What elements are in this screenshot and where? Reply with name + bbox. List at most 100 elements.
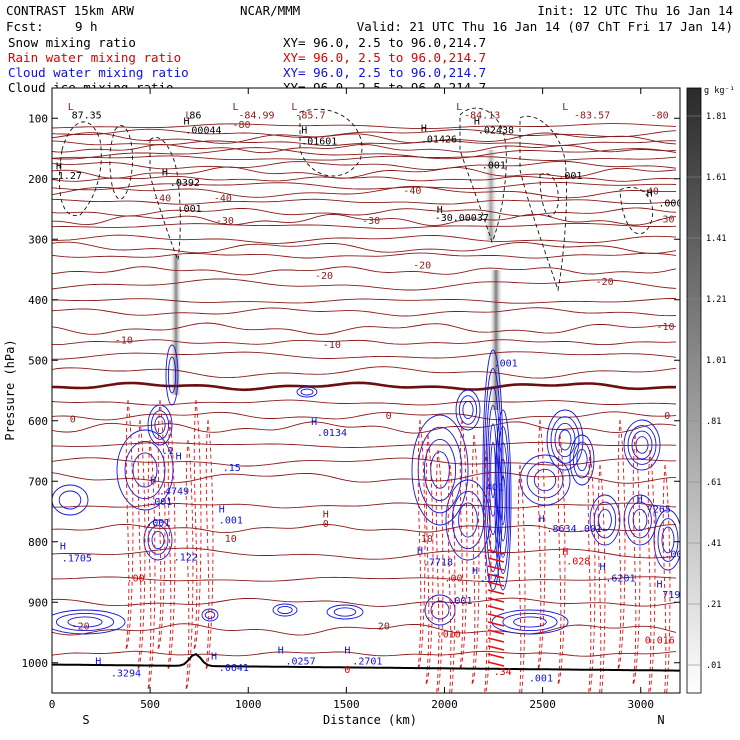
isotherm-line — [52, 322, 677, 335]
cloud-water-contour — [132, 452, 158, 488]
cloud-water-contour — [496, 425, 510, 575]
rain-core-hatch — [487, 621, 505, 627]
contour-label: H — [176, 452, 182, 463]
x-tick-label: 3000 — [628, 698, 655, 711]
rain-core-hatch — [487, 653, 505, 659]
contour-label: 719 — [662, 590, 680, 601]
x-tick-label: 500 — [140, 698, 160, 711]
contour-label: H — [278, 646, 284, 657]
cloud-water-contour — [67, 616, 103, 628]
ice-contour — [519, 115, 568, 292]
contour-label: -30 — [216, 216, 234, 227]
contour-label: L — [456, 102, 462, 113]
contour-label: H — [539, 514, 545, 525]
isotherm-line — [52, 597, 677, 607]
contour-label: .001 — [219, 516, 243, 527]
contour-label: -20 — [72, 622, 90, 633]
contour-labels: L87.35 L86H.00044L-84.99H.01601L-85.7H.01… — [56, 102, 688, 717]
cloud-water-contour — [657, 518, 679, 562]
isotherm-line — [52, 278, 677, 291]
isotherm-line — [52, 144, 677, 154]
isotherm-line — [52, 576, 677, 583]
contour-label: 0 — [70, 415, 76, 426]
contour-label: .122 — [174, 553, 198, 564]
cloud-water-contour — [124, 440, 166, 500]
contour-label: H — [600, 562, 606, 573]
cloud-water-contour — [326, 604, 364, 620]
rain-water-contour — [205, 419, 214, 671]
valid-time: Valid: 21 UTC Thu 16 Jan 14 (07 ChT Fri … — [357, 19, 733, 34]
cloud-water-contour — [55, 612, 115, 632]
ice-contour — [539, 173, 559, 217]
cloud-water-contour — [455, 389, 481, 431]
isotherm-line — [52, 298, 676, 304]
rain-water-contours — [125, 399, 671, 693]
y-tick-label: 300 — [28, 233, 48, 246]
cloud-water-contour — [533, 468, 557, 492]
contour-label: 87.35 — [72, 110, 102, 121]
contour-label: 0 — [323, 519, 329, 530]
cloud-water-contour — [513, 616, 547, 628]
cloud-water-contour — [500, 475, 506, 525]
contour-label: -40 — [214, 194, 232, 205]
ice-contour — [619, 187, 654, 235]
cloud-water-contour — [491, 609, 569, 635]
rain-water-contour — [425, 434, 434, 686]
contour-label: H — [311, 417, 317, 428]
rain-water-contour — [557, 434, 566, 686]
ice-contour — [149, 137, 181, 262]
colorbar-tick-label: .01 — [706, 661, 721, 671]
cloud-water-contour — [494, 409, 512, 591]
y-tick-label: 800 — [28, 536, 48, 549]
contour-label: -20 — [413, 260, 431, 271]
cloud-water-contour — [300, 388, 314, 396]
contour-label: .001 — [664, 550, 688, 561]
colorbar-tick-label: 1.01 — [706, 356, 726, 366]
cloud-water-contour — [482, 349, 504, 591]
cloud-water-contour — [423, 438, 457, 502]
x-tick-label: 2500 — [529, 698, 556, 711]
contour-label: 0 — [386, 411, 392, 422]
contour-label: .001 — [564, 706, 588, 717]
isotherm-line — [52, 366, 677, 379]
rain-core-hatch — [487, 613, 505, 619]
y-tick-label: 500 — [28, 354, 48, 367]
isotherm-line — [52, 441, 677, 448]
contour-label: 10 — [225, 534, 237, 545]
contour-label: -20 — [315, 271, 333, 282]
contour-label: .001 — [494, 358, 518, 369]
rain-water-contour — [447, 464, 456, 693]
x-tick-label: 2000 — [431, 698, 458, 711]
rain-water-contour — [471, 434, 480, 686]
isotherm-line — [52, 650, 677, 657]
contour-label: H — [421, 124, 427, 135]
contour-label: -20 — [596, 277, 614, 288]
contour-label: H — [474, 116, 480, 127]
contour-label: -84.99 — [238, 110, 274, 121]
contour-label: L — [562, 102, 568, 113]
cloud-water-contours — [52, 344, 680, 635]
cloud-water-contour — [623, 419, 661, 471]
contour-label: L — [233, 102, 239, 113]
isotherm-line — [52, 155, 677, 161]
contour-label: 20 — [378, 622, 390, 633]
contour-label: L — [291, 102, 297, 113]
rain-core-hatch — [487, 597, 505, 603]
cloud-water-contour — [147, 525, 169, 555]
cloud-water-contour — [623, 494, 657, 546]
figure-header: CONTRAST 15km ARW NCAR/MMM Init: 12 UTC … — [6, 3, 733, 95]
rain-core-hatch — [487, 661, 505, 667]
rain-core-hatch — [487, 565, 505, 571]
y-tick-label: 1000 — [22, 657, 49, 670]
contour-label: .0134 — [317, 428, 347, 439]
rain-core-hatch — [487, 573, 505, 579]
cloud-water-contour — [627, 425, 657, 465]
cloud-water-contour — [151, 530, 165, 550]
rain-water-contour — [587, 449, 596, 693]
cloud-water-contour — [631, 430, 653, 460]
isotherm-line — [52, 198, 676, 205]
x-axis-left-end: S — [82, 713, 89, 727]
model-name: CONTRAST 15km ARW — [6, 3, 134, 18]
isotherm-line — [52, 252, 677, 259]
